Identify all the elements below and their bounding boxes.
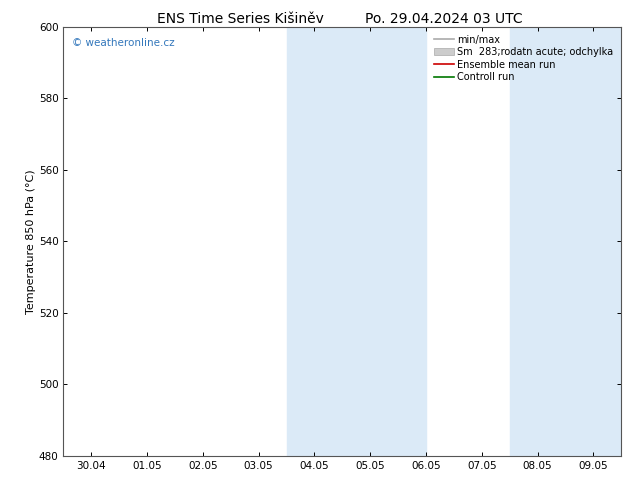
Y-axis label: Temperature 850 hPa (°C): Temperature 850 hPa (°C) (26, 169, 36, 314)
Text: © weatheronline.cz: © weatheronline.cz (72, 38, 174, 48)
Text: Po. 29.04.2024 03 UTC: Po. 29.04.2024 03 UTC (365, 12, 522, 26)
Text: ENS Time Series Kišiněv: ENS Time Series Kišiněv (157, 12, 325, 26)
Legend: min/max, Sm  283;rodatn acute; odchylka, Ensemble mean run, Controll run: min/max, Sm 283;rodatn acute; odchylka, … (431, 32, 616, 85)
Bar (510, 27, 621, 456)
Bar (287, 27, 426, 456)
